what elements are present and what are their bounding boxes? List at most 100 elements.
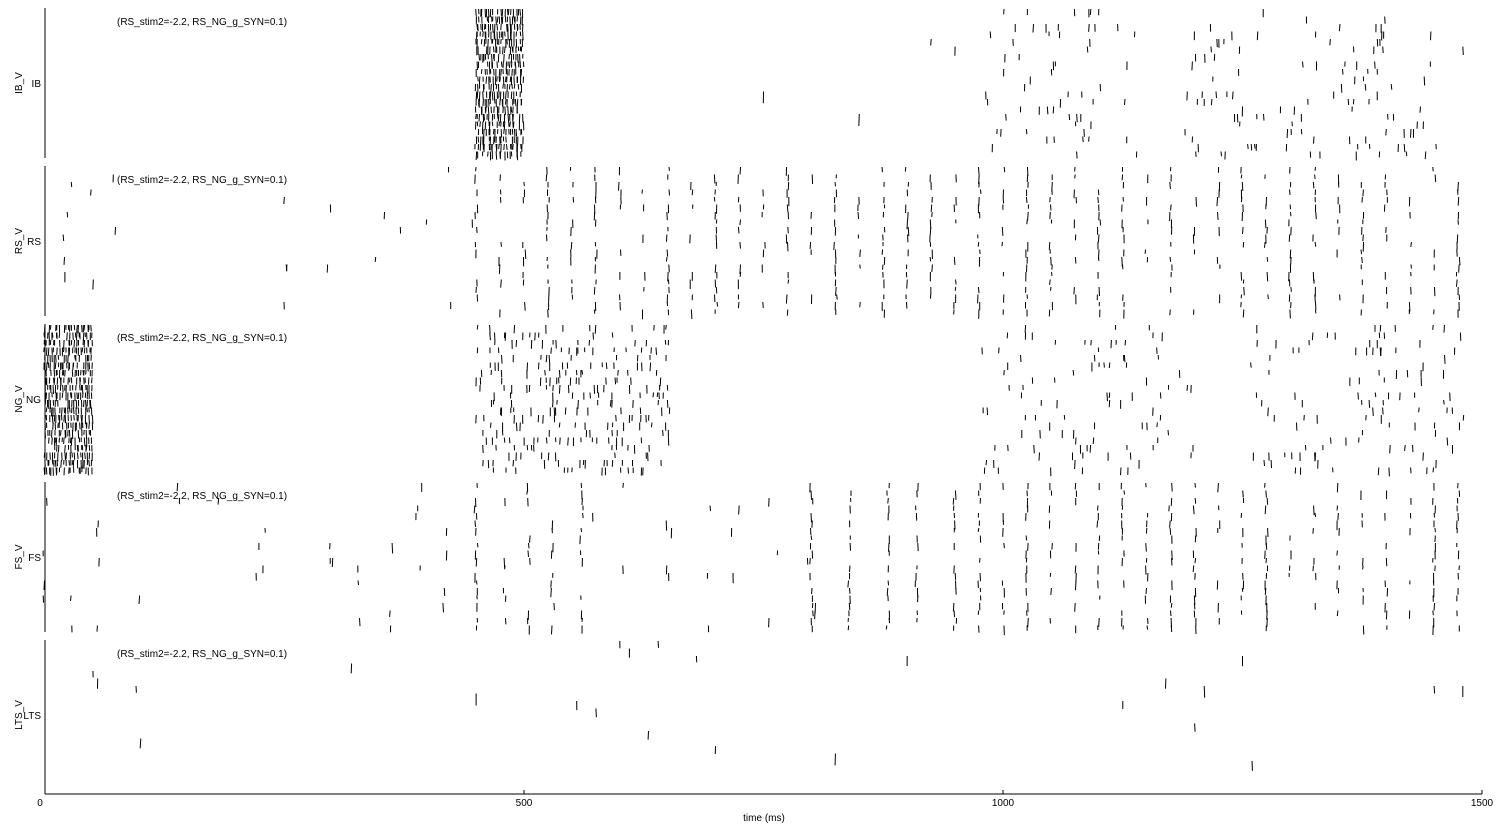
spike-mark — [1073, 286, 1075, 295]
spike-mark — [476, 226, 478, 233]
spike-mark — [442, 602, 444, 613]
spike-mark — [594, 324, 597, 334]
spike-mark — [581, 369, 583, 375]
spike-mark — [498, 91, 500, 99]
spike-mark — [1075, 580, 1077, 591]
y-axis-label: IB_V — [14, 72, 25, 94]
spike-mark — [62, 384, 64, 393]
spike-mark — [1194, 482, 1196, 488]
spike-mark — [513, 16, 515, 22]
spike-mark — [1088, 136, 1090, 142]
spike-mark — [787, 226, 789, 234]
spike-mark — [833, 241, 835, 251]
spike-mark — [502, 83, 504, 89]
spike-mark — [1001, 241, 1003, 247]
spike-mark — [655, 347, 657, 355]
spike-mark — [847, 580, 849, 588]
spike-mark — [483, 128, 485, 137]
spike-mark — [809, 241, 812, 250]
spike-mark — [1193, 505, 1195, 515]
spike-mark — [1422, 452, 1424, 461]
spike-mark — [512, 121, 514, 129]
spike-mark — [668, 264, 670, 273]
spike-mark — [507, 113, 510, 123]
spike-mark — [500, 68, 502, 76]
spike-mark — [1434, 535, 1436, 542]
spike-mark — [1382, 46, 1384, 54]
spike-mark — [509, 76, 512, 83]
spike-mark — [517, 83, 520, 90]
spike-mark — [1217, 211, 1219, 220]
spike-mark — [1049, 279, 1051, 285]
spike-mark — [550, 580, 552, 588]
spike-mark — [849, 587, 851, 594]
spike-mark — [69, 377, 71, 383]
spike-mark — [51, 437, 53, 445]
spike-mark — [503, 143, 505, 151]
spike-mark — [1314, 294, 1316, 303]
spike-mark — [63, 256, 65, 265]
spike-mark — [1169, 520, 1171, 528]
spike-mark — [569, 377, 572, 386]
spike-mark — [1263, 459, 1265, 467]
spike-mark — [54, 459, 57, 467]
spike-mark — [859, 249, 861, 257]
spike-mark — [1240, 196, 1243, 203]
spike-mark — [930, 204, 933, 212]
spike-mark — [1288, 234, 1291, 242]
spike-mark — [1171, 550, 1173, 561]
spike-mark — [357, 580, 359, 586]
spike-mark — [77, 392, 80, 399]
spike-mark — [1247, 143, 1249, 149]
spike-mark — [495, 16, 497, 25]
spike-mark — [1076, 151, 1078, 159]
spike-mark — [509, 61, 511, 68]
spike-mark — [906, 219, 908, 230]
spike-mark — [524, 249, 527, 260]
spike-mark — [475, 113, 477, 119]
spike-mark — [665, 324, 667, 330]
spike-mark — [1171, 482, 1173, 492]
spike-mark — [737, 226, 740, 234]
spike-mark — [810, 490, 812, 500]
spike-mark — [512, 459, 514, 467]
spike-mark — [493, 68, 495, 76]
population-label: LTS — [23, 711, 41, 722]
spike-mark — [475, 166, 477, 172]
parameter-annotation: (RS_stim2=-2.2, RS_NG_g_SYN=0.1) — [117, 491, 287, 502]
spike-mark — [484, 121, 487, 130]
panel-ib: IB_V IB (RS_stim2=-2.2, RS_NG_g_SYN=0.1) — [14, 8, 1464, 161]
spike-mark — [1194, 723, 1196, 732]
spike-mark — [1289, 189, 1291, 195]
spike-mark — [955, 279, 957, 285]
spike-mark — [1048, 241, 1051, 250]
spike-mark — [1147, 617, 1149, 624]
spike-mark — [1385, 610, 1388, 620]
spike-mark — [391, 542, 394, 554]
spike-mark — [478, 91, 481, 101]
spike-mark — [977, 527, 980, 532]
spike-mark — [559, 437, 561, 445]
spike-mark — [85, 399, 87, 408]
spike-mark — [58, 414, 60, 421]
spike-mark — [1289, 309, 1291, 319]
spike-mark — [138, 595, 141, 605]
spike-mark — [504, 46, 506, 54]
spike-mark — [90, 189, 92, 196]
spike-mark — [1194, 497, 1197, 504]
spike-mark — [43, 580, 45, 591]
spike-mark — [762, 301, 764, 308]
spike-mark — [1217, 482, 1219, 493]
spike-mark — [1329, 38, 1331, 46]
spike-mark — [1108, 399, 1111, 408]
spike-mark — [504, 106, 506, 115]
spike-mark — [716, 301, 719, 307]
spike-mark — [1250, 362, 1252, 368]
spike-mark — [51, 459, 54, 465]
spike-mark — [83, 369, 85, 376]
spike-mark — [1020, 354, 1022, 363]
spike-mark — [1250, 143, 1253, 151]
spike-mark — [478, 113, 480, 122]
spike-mark — [480, 38, 483, 45]
spike-mark — [139, 738, 142, 749]
